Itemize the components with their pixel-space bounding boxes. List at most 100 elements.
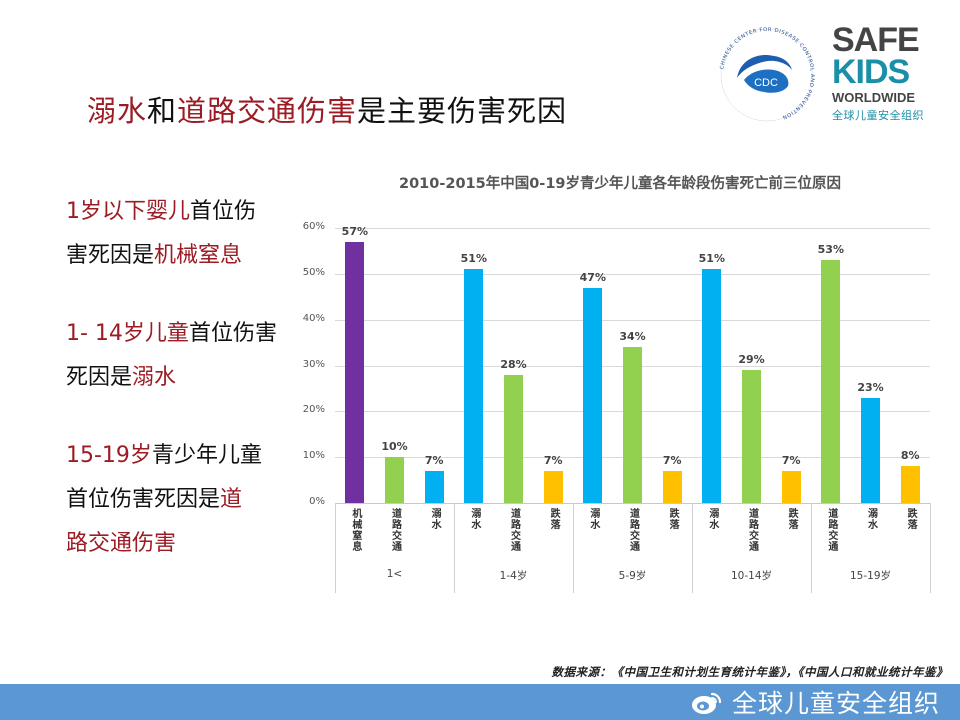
chart-title: 2010-2015年中国0-19岁青少年儿童各年龄段伤害死亡前三位原因 xyxy=(398,176,841,192)
finding-line: 首位伤害死因是道 xyxy=(66,478,306,522)
x-category-label: 溺水 xyxy=(706,508,718,530)
bar-value-label: 53% xyxy=(817,243,844,257)
x-category-label: 道路交通 xyxy=(627,508,639,552)
y-tick-label: 20% xyxy=(302,404,325,416)
x-group-label: 1< xyxy=(386,568,403,580)
bar-跌落 xyxy=(543,470,563,503)
x-category-label: 道路交通 xyxy=(508,508,520,552)
x-category-label: 道路交通 xyxy=(825,508,837,552)
y-tick-label: 10% xyxy=(302,450,325,462)
bar-机械窒息 xyxy=(345,241,365,503)
title-part-and: 和 xyxy=(147,94,178,128)
finding-15-19: 15-19岁青少年儿童 首位伤害死因是道 路交通伤害 xyxy=(66,434,306,566)
x-category-label: 跌落 xyxy=(548,508,560,530)
slide-title: 溺水和道路交通伤害是主要伤害死因 xyxy=(87,88,567,130)
bar-溺水 xyxy=(464,269,484,503)
bar-value-label: 7% xyxy=(781,453,801,467)
safekids-line-chinese: 全球儿童安全组织 xyxy=(832,109,924,122)
finding-text: 青少年儿童 xyxy=(151,443,262,468)
x-category-label: 溺水 xyxy=(587,508,599,530)
finding-1-14: 1- 14岁儿童首位伤害 死因是溺水 xyxy=(66,312,306,400)
bar-跌落 xyxy=(900,466,920,503)
finding-line: 1- 14岁儿童首位伤害 xyxy=(66,312,306,356)
bar-value-label: 23% xyxy=(857,380,884,394)
plot-area: 57% 10% 7% 51% 28% 7% 47% 34% 7% 51% 29% 7% 53% 23% 8% xyxy=(335,224,930,503)
title-part-drowning: 溺水 xyxy=(87,94,148,128)
bar-value-label: 34% xyxy=(619,330,646,344)
finding-line: 路交通伤害 xyxy=(66,522,306,566)
finding-text: 首位伤害 xyxy=(188,321,277,346)
svg-text:CDC: CDC xyxy=(754,77,778,89)
bar-value-label: 7% xyxy=(424,453,444,467)
title-part-road-traffic: 道路交通伤害 xyxy=(177,94,358,128)
group-separator xyxy=(811,503,812,593)
group-separator xyxy=(692,503,693,593)
x-category-label: 溺水 xyxy=(429,508,441,530)
bar-道路交通 xyxy=(821,260,841,503)
gridline xyxy=(335,228,930,229)
finding-line: 死因是溺水 xyxy=(66,356,306,400)
finding-text: 害死因是 xyxy=(66,243,155,268)
x-category-label: 道路交通 xyxy=(389,508,401,552)
group-separator xyxy=(335,503,336,593)
group-separator xyxy=(454,503,455,593)
x-category-label: 机械窒息 xyxy=(349,508,361,552)
x-category-label: 跌落 xyxy=(786,508,798,530)
finding-highlight: 机械窒息 xyxy=(154,243,243,268)
bar-value-label: 28% xyxy=(500,357,527,371)
gridline xyxy=(335,273,930,275)
x-group-label: 1-4岁 xyxy=(499,570,528,582)
finding-line: 1岁以下婴儿首位伤 xyxy=(66,190,306,234)
bar-value-label: 57% xyxy=(341,224,369,238)
x-category-label: 溺水 xyxy=(865,508,877,530)
x-category-label: 跌落 xyxy=(905,508,917,530)
safekids-line-safe: SAFE xyxy=(832,21,920,59)
bar-溺水 xyxy=(424,470,444,503)
data-source-note: 数据来源：《中国卫生和计划生育统计年鉴》，《中国人口和就业统计年鉴》 xyxy=(551,665,948,679)
finding-text: 首位伤 xyxy=(190,199,257,224)
finding-highlight: 路交通伤害 xyxy=(66,531,177,556)
footer-band xyxy=(0,684,960,720)
finding-text: 死因是 xyxy=(66,365,133,390)
x-category-label: 跌落 xyxy=(667,508,679,530)
x-category-label: 道路交通 xyxy=(746,508,758,552)
bar-value-label: 29% xyxy=(738,353,765,367)
y-tick-label: 30% xyxy=(302,358,325,370)
bar-道路交通 xyxy=(742,370,761,503)
weibo-icon xyxy=(691,692,722,714)
finding-text: 首位伤害死因是 xyxy=(66,487,221,512)
finding-line: 15-19岁青少年儿童 xyxy=(66,434,306,478)
bar-value-label: 51% xyxy=(460,252,487,266)
bar-溺水 xyxy=(702,269,722,503)
y-tick-label: 60% xyxy=(302,221,325,232)
bar-value-label: 47% xyxy=(579,270,606,284)
bar-value-label: 51% xyxy=(698,252,725,266)
cdc-emblem-icon: CHINESE CENTER FOR DISEASE CONTROL AND P… xyxy=(719,27,814,122)
weibo-watermark: 全球儿童安全组织 xyxy=(690,684,940,720)
y-tick-label: 40% xyxy=(302,312,325,324)
bar-溺水 xyxy=(583,287,603,503)
finding-line: 害死因是机械窒息 xyxy=(66,234,306,278)
safe-kids-worldwide-logo: SAFE KIDS WORLDWIDE 全球儿童安全组织 xyxy=(832,21,932,123)
title-part-rest: 是主要伤害死因 xyxy=(357,94,568,128)
finding-highlight: 1岁以下婴儿 xyxy=(66,199,190,224)
finding-under-1: 1岁以下婴儿首位伤 害死因是机械窒息 xyxy=(66,190,306,278)
bar-value-label: 7% xyxy=(543,453,563,467)
x-group-label: 10-14岁 xyxy=(730,570,772,582)
china-cdc-logo: CHINESE CENTER FOR DISEASE CONTROL AND P… xyxy=(712,20,822,130)
finding-highlight: 15-19岁 xyxy=(66,443,152,468)
bar-value-label: 10% xyxy=(381,440,408,454)
bar-溺水 xyxy=(861,397,880,503)
watermark-text: 全球儿童安全组织 xyxy=(731,689,940,718)
bar-chart: 0% 10% 20% 30% 40% 50% 60% 57% 10% 7% 51% 28% 7% 47% 3… xyxy=(292,210,942,600)
group-separator xyxy=(930,503,931,593)
key-findings: 1岁以下婴儿首位伤 害死因是机械窒息 1- 14岁儿童首位伤害 死因是溺水 15… xyxy=(66,190,306,600)
bar-value-label: 8% xyxy=(900,449,920,463)
finding-highlight: 道 xyxy=(220,487,243,512)
gridline xyxy=(335,319,930,321)
bar-道路交通 xyxy=(504,374,523,503)
bar-道路交通 xyxy=(623,347,642,503)
safekids-line-worldwide: WORLDWIDE xyxy=(832,90,916,105)
x-group-label: 5-9岁 xyxy=(618,570,647,582)
y-tick-label: 50% xyxy=(302,266,325,278)
